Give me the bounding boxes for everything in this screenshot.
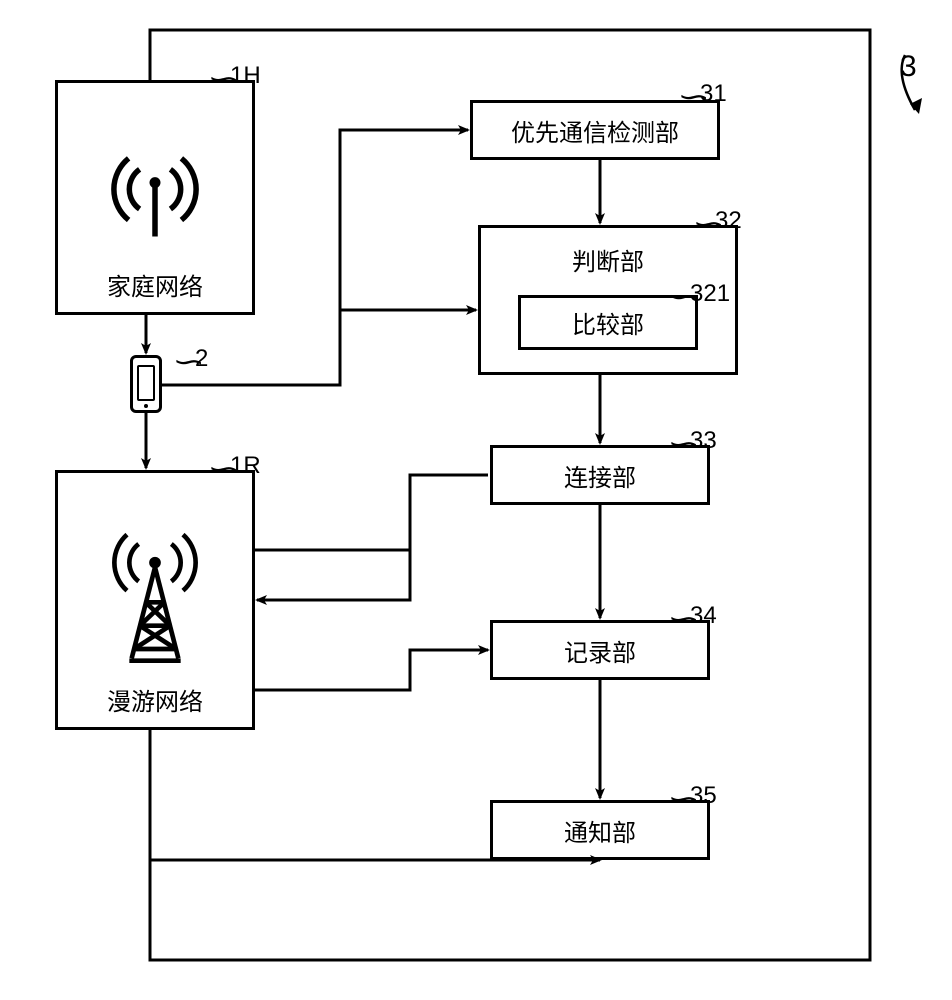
node-label: 家庭网络	[58, 267, 252, 302]
node-home-network: 家庭网络	[55, 80, 255, 315]
ref-tag: 31	[700, 80, 727, 108]
ref-tag: 2	[195, 345, 208, 373]
diagram-canvas: 家庭网络 漫游网络	[0, 0, 952, 1000]
node-label: 优先通信检测部	[511, 113, 679, 148]
diagram-id-label: 3	[900, 50, 917, 84]
node-label: 记录部	[564, 633, 636, 668]
node-label: 比较部	[572, 305, 644, 340]
ref-tag: 33	[690, 427, 717, 455]
ref-tag: 321	[690, 280, 730, 308]
node-roam-network: 漫游网络	[55, 470, 255, 730]
node-label: 判断部	[572, 242, 644, 277]
wifi-icon	[100, 143, 210, 253]
node-label: 连接部	[564, 458, 636, 493]
ref-tag: 35	[690, 782, 717, 810]
node-label: 通知部	[564, 813, 636, 848]
tower-icon	[95, 530, 215, 670]
ref-tag: 34	[690, 602, 717, 630]
ref-tag: 1H	[230, 62, 261, 90]
ref-tag: 1R	[230, 452, 261, 480]
ref-tag: 32	[715, 207, 742, 235]
phone-icon	[130, 355, 162, 413]
node-label: 漫游网络	[58, 682, 252, 717]
